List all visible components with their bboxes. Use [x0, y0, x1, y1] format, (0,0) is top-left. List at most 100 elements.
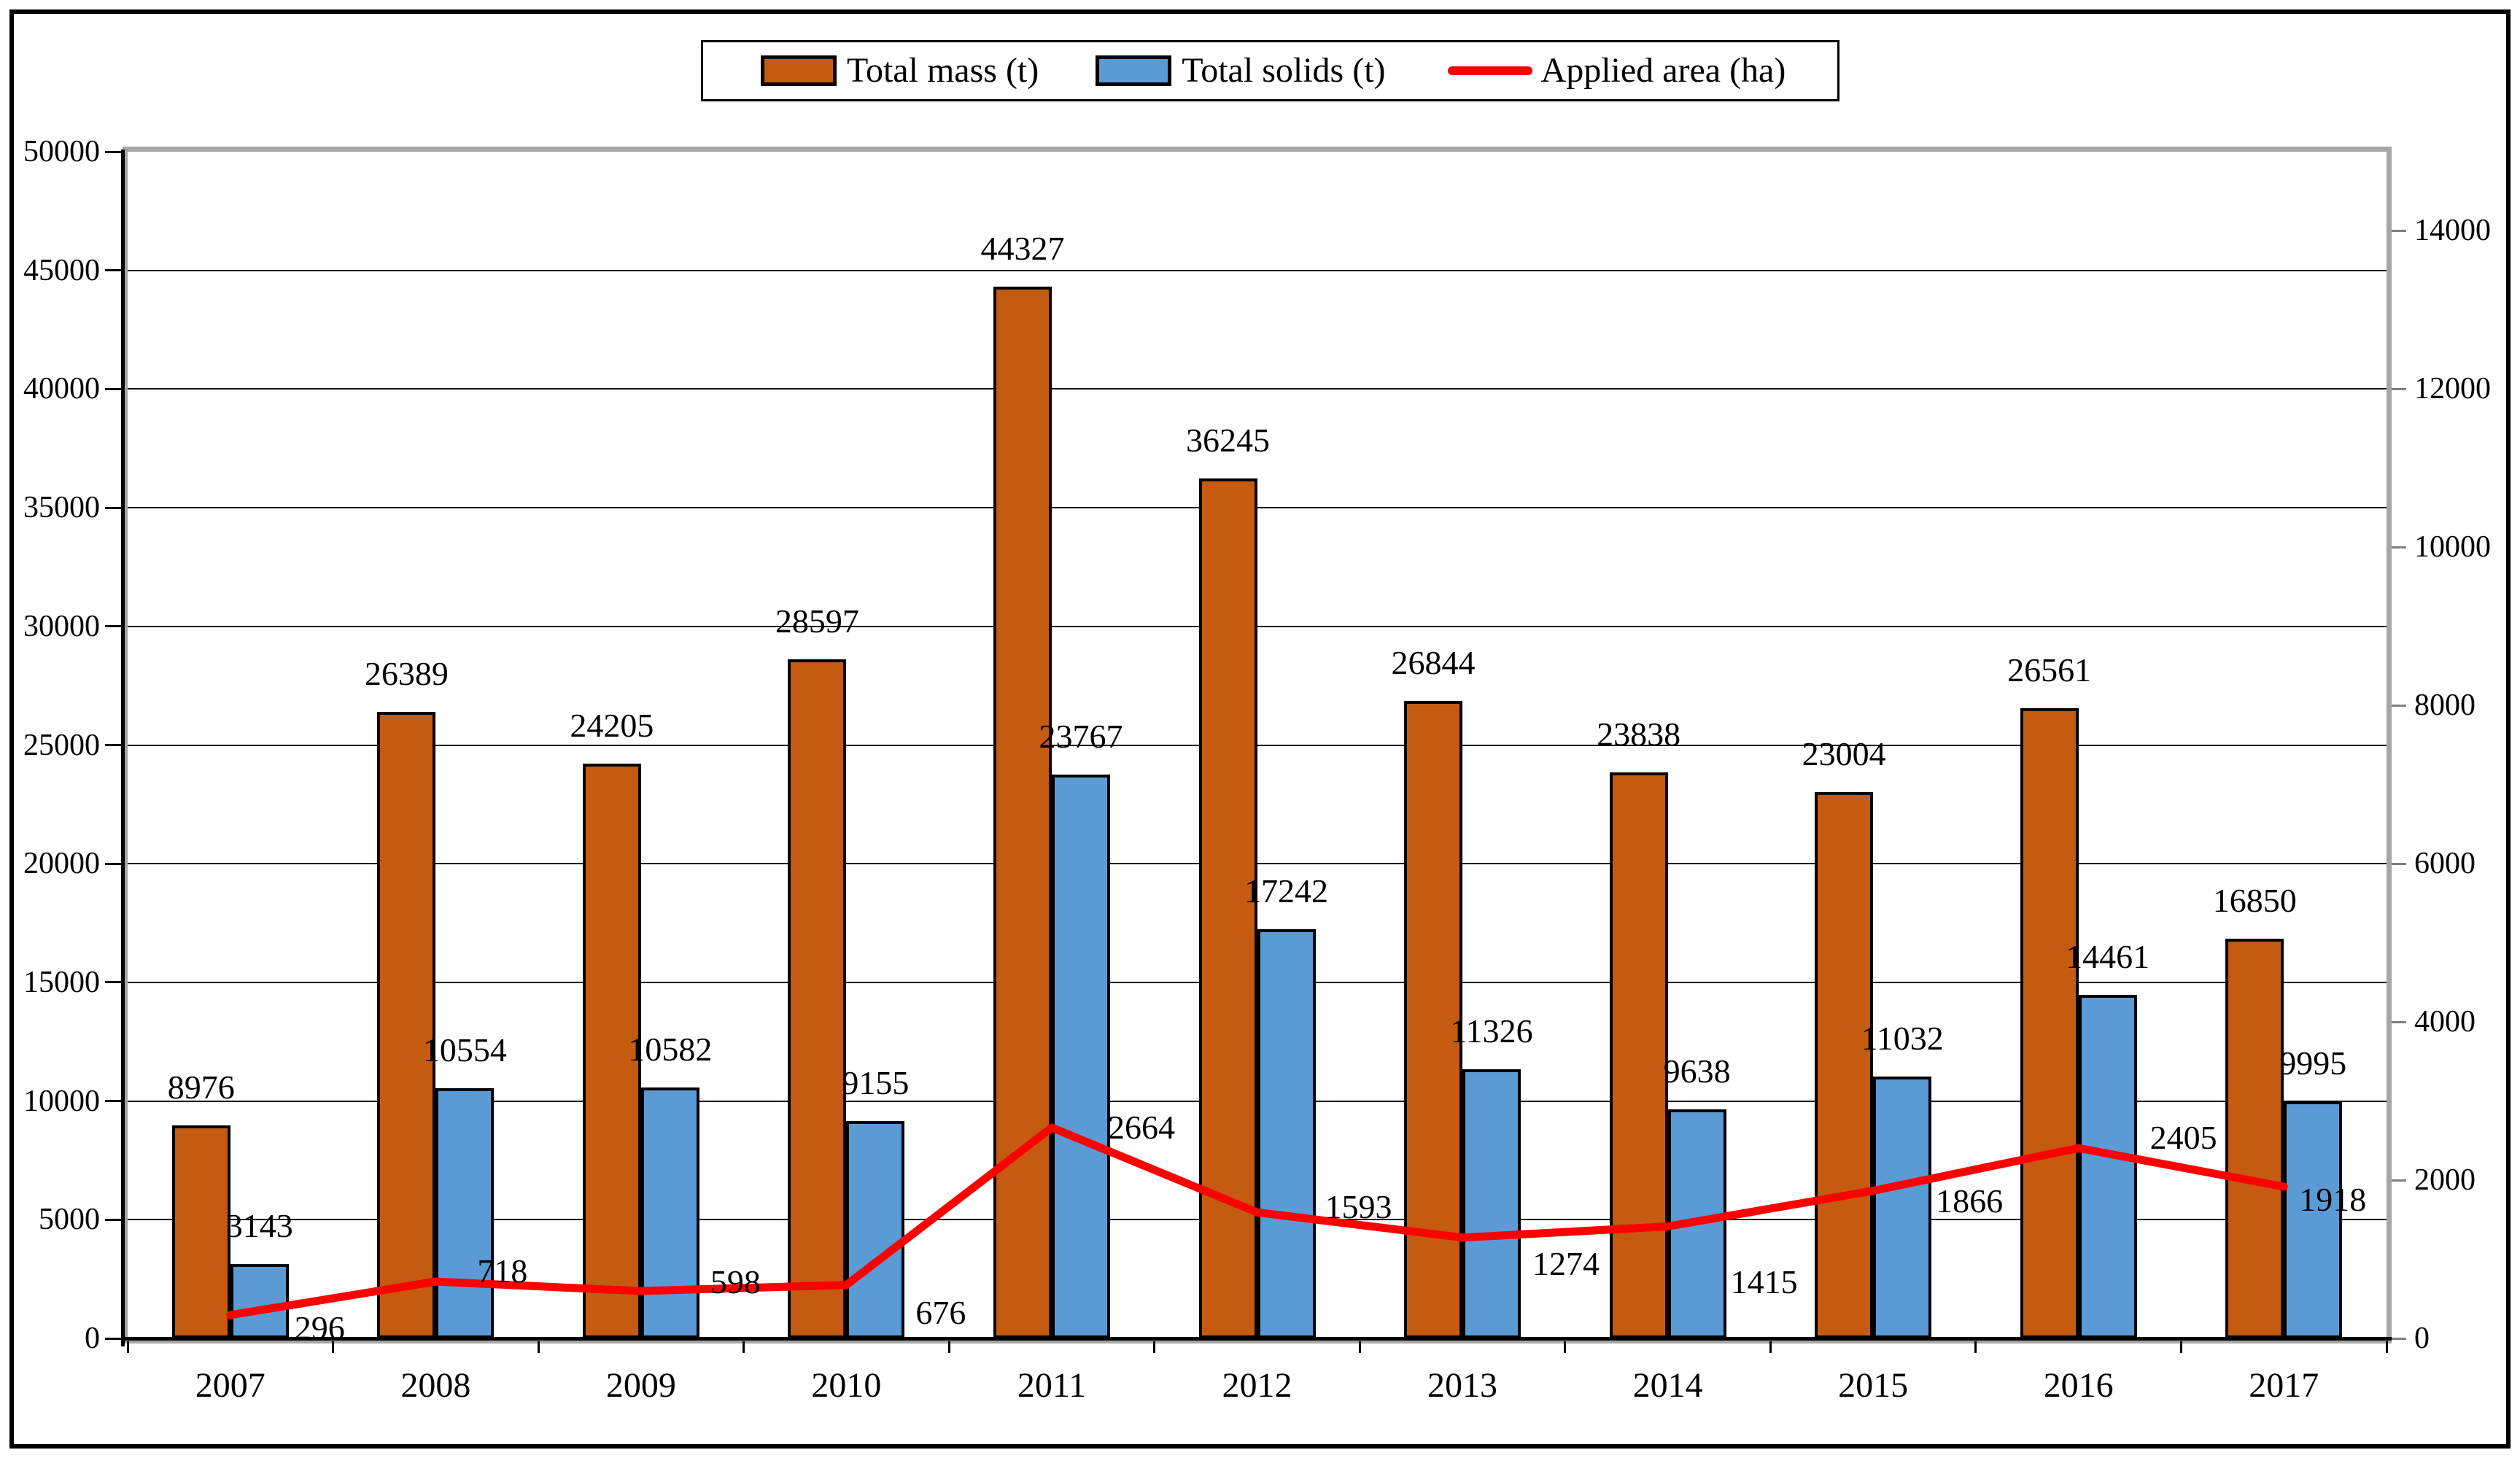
bar-total-solids [1873, 1077, 1932, 1338]
total-solids-value-label: 3143 [225, 1206, 293, 1244]
bar-total-solids [2284, 1101, 2343, 1338]
applied-area-line-icon [1447, 66, 1532, 75]
left-axis-tick [105, 387, 121, 390]
bottom-axis-tick [2179, 1341, 2182, 1353]
right-axis-tick-label: 8000 [2414, 689, 2476, 723]
x-axis-year-label: 2009 [605, 1366, 676, 1405]
total-solids-value-label: 17242 [1244, 872, 1328, 910]
total-mass-value-label: 23004 [1802, 735, 1886, 773]
bar-total-mass [582, 764, 641, 1338]
gridline [128, 388, 2387, 390]
plot-frame [123, 147, 2392, 1343]
bottom-axis-tick [1974, 1341, 1977, 1353]
applied-area-value-label: 296 [294, 1308, 345, 1346]
right-axis-tick [2392, 1337, 2406, 1340]
left-axis-tick [105, 1218, 121, 1221]
total-solids-value-label: 10582 [628, 1030, 713, 1068]
left-axis-tick [105, 269, 121, 272]
x-axis-year-label: 2012 [1222, 1366, 1292, 1405]
right-axis-tick-label: 12000 [2414, 372, 2491, 406]
x-axis-year-label: 2010 [811, 1366, 882, 1405]
bottom-axis-tick [1358, 1341, 1361, 1353]
total-solids-swatch-icon [1096, 55, 1172, 86]
right-axis-tick [2392, 704, 2406, 707]
right-axis-tick [2392, 1020, 2406, 1023]
right-axis-tick-label: 4000 [2414, 1005, 2476, 1039]
applied-area-line-series [226, 1123, 2288, 1319]
bar-total-mass [2020, 707, 2079, 1338]
x-axis-year-label: 2011 [1017, 1366, 1087, 1405]
applied-area-value-label: 1918 [2299, 1180, 2367, 1218]
gridline [128, 625, 2387, 627]
left-axis-tick-label: 15000 [23, 965, 100, 999]
gridline [128, 269, 2387, 271]
applied-area-value-label: 1593 [1325, 1188, 1392, 1226]
right-axis-tick-label: 10000 [2414, 530, 2491, 565]
left-axis-tick [105, 625, 121, 628]
total-mass-value-label: 28597 [775, 602, 859, 640]
total-mass-value-label: 24205 [570, 707, 654, 745]
total-solids-value-label: 10554 [422, 1031, 507, 1069]
bar-total-mass [788, 659, 847, 1338]
x-axis-year-label: 2008 [400, 1366, 471, 1405]
x-axis-year-label: 2016 [2043, 1366, 2114, 1405]
bottom-axis-tick [1769, 1341, 1772, 1353]
total-solids-value-label: 9995 [2279, 1044, 2347, 1082]
applied-area-value-label: 676 [915, 1293, 966, 1331]
left-axis-tick-label: 45000 [23, 253, 100, 287]
total-mass-value-label: 26561 [2007, 651, 2092, 689]
applied-area-value-label: 718 [477, 1252, 528, 1290]
left-axis-tick [105, 1337, 121, 1340]
bottom-axis-tick [126, 1341, 129, 1353]
applied-area-polyline [226, 1123, 2288, 1319]
bottom-axis-tick [537, 1341, 540, 1353]
legend-item-total-mass: Total mass (t) [761, 42, 1039, 99]
total-solids-value-label: 9638 [1663, 1052, 1731, 1090]
gridline [128, 507, 2387, 509]
left-axis-tick-label: 30000 [23, 609, 100, 643]
left-axis-tick [105, 506, 121, 509]
bar-total-solids [1462, 1069, 1521, 1338]
plot-area: 0 5000 10000 15000 20000 25000 30000 35000 40000… [23, 135, 2491, 1404]
legend-item-applied-area: Applied area (ha) [1447, 42, 1786, 99]
left-axis-tick-label: 25000 [23, 728, 100, 762]
x-axis-year-label: 2013 [1427, 1366, 1498, 1405]
bar-total-mass [171, 1125, 230, 1338]
left-axis-tick-label: 0 [85, 1322, 100, 1355]
total-solids-value-label: 23767 [1039, 717, 1123, 755]
left-axis-tick [105, 862, 121, 865]
total-solids-value-label: 14461 [2066, 938, 2150, 976]
left-axis-tick [105, 1100, 121, 1103]
bottom-axis-tick [1564, 1341, 1567, 1353]
right-axis-tick [2392, 546, 2406, 548]
gridline [128, 863, 2387, 865]
total-mass-value-label: 16850 [2212, 881, 2297, 919]
left-axis-tick-label: 50000 [23, 135, 100, 168]
bottom-axis-tick [2385, 1341, 2388, 1353]
applied-area-value-label: 1415 [1730, 1263, 1798, 1300]
x-axis-year-label: 2017 [2249, 1366, 2319, 1405]
total-solids-value-label: 11326 [1450, 1012, 1533, 1050]
legend-item-total-solids: Total solids (t) [1096, 42, 1386, 99]
bar-total-solids [230, 1263, 289, 1338]
legend-label-total-solids: Total solids (t) [1182, 51, 1386, 90]
total-mass-value-label: 8976 [167, 1068, 235, 1106]
total-solids-value-label: 11032 [1861, 1020, 1944, 1058]
right-axis-tick [2392, 387, 2406, 390]
bar-total-solids [1051, 774, 1110, 1338]
bar-total-solids [435, 1087, 495, 1338]
bottom-axis-tick [743, 1341, 745, 1353]
left-axis-tick [105, 981, 121, 984]
bar-total-mass [1815, 792, 1874, 1338]
right-axis-tick [2392, 229, 2406, 232]
left-axis-tick-label: 40000 [23, 372, 100, 406]
total-mass-value-label: 36245 [1186, 421, 1270, 459]
bar-total-solids [1257, 928, 1316, 1338]
applied-area-value-label: 598 [710, 1263, 761, 1301]
right-axis-tick-label: 0 [2414, 1322, 2430, 1355]
right-axis-tick-label: 6000 [2414, 847, 2476, 881]
total-solids-value-label: 9155 [842, 1064, 910, 1102]
x-axis-year-label: 2007 [195, 1366, 265, 1405]
bottom-axis-line [121, 1337, 2392, 1341]
right-axis-tick-label: 14000 [2414, 214, 2491, 248]
